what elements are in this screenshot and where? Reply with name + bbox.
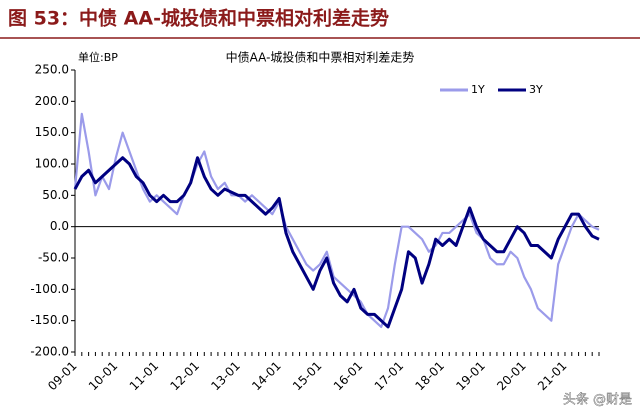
y-tick-label: 250.0 bbox=[35, 63, 69, 77]
legend-label: 3Y bbox=[529, 83, 543, 96]
x-tick-label: 12-01 bbox=[168, 359, 203, 394]
watermark: 头条 @财是 bbox=[563, 392, 632, 408]
x-tick-label: 20-01 bbox=[494, 359, 529, 394]
unit-label: 单位:BP bbox=[78, 50, 118, 64]
chart-title: 中债AA-城投债和中票相对利差走势 bbox=[226, 50, 415, 65]
x-tick-label: 09-01 bbox=[45, 359, 80, 394]
x-tick-label: 14-01 bbox=[249, 359, 284, 394]
series-line bbox=[73, 156, 600, 329]
x-tick-label: 17-01 bbox=[372, 359, 407, 394]
y-tick-label: -150.0 bbox=[30, 313, 69, 327]
x-tick-label: 15-01 bbox=[290, 359, 325, 394]
y-tick-label: 200.0 bbox=[35, 94, 69, 108]
y-tick-label: 150.0 bbox=[35, 125, 69, 139]
x-tick-label: 21-01 bbox=[535, 359, 570, 394]
y-tick-label: -200.0 bbox=[30, 345, 69, 359]
x-tick-label: 13-01 bbox=[208, 359, 243, 394]
x-tick-label: 18-01 bbox=[413, 359, 448, 394]
series-line bbox=[73, 112, 600, 329]
legend-label: 1Y bbox=[471, 83, 485, 96]
x-tick-label: 16-01 bbox=[331, 359, 366, 394]
header-title: 图 53：中债 AA-城投债和中票相对利差走势 bbox=[8, 7, 389, 30]
y-tick-label: -100.0 bbox=[30, 282, 69, 296]
y-tick-label: -50.0 bbox=[38, 251, 69, 265]
x-tick-label: 19-01 bbox=[453, 359, 488, 394]
x-tick-label: 10-01 bbox=[86, 359, 121, 394]
y-tick-label: 100.0 bbox=[35, 157, 69, 171]
y-tick-label: 50.0 bbox=[42, 188, 69, 202]
x-tick-label: 11-01 bbox=[127, 359, 162, 394]
y-tick-label: 0.0 bbox=[50, 219, 69, 233]
